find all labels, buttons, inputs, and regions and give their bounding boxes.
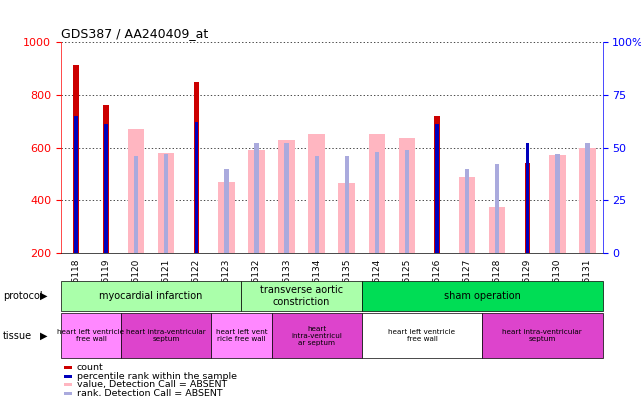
- Bar: [375, 152, 379, 253]
- Text: heart left ventricle
free wall: heart left ventricle free wall: [388, 329, 456, 342]
- Bar: [526, 143, 529, 253]
- Bar: [218, 182, 235, 253]
- Text: rank, Detection Call = ABSENT: rank, Detection Call = ABSENT: [77, 389, 222, 396]
- Text: heart
intra-ventricul
ar septum: heart intra-ventricul ar septum: [291, 326, 342, 346]
- Bar: [73, 65, 79, 253]
- Bar: [459, 177, 476, 253]
- Text: heart intra-ventricular
septum: heart intra-ventricular septum: [503, 329, 582, 342]
- Bar: [74, 116, 78, 253]
- Text: protocol: protocol: [3, 291, 43, 301]
- Text: value, Detection Call = ABSENT: value, Detection Call = ABSENT: [77, 381, 227, 389]
- Text: heart left ventricle
free wall: heart left ventricle free wall: [58, 329, 124, 342]
- Bar: [465, 169, 469, 253]
- Bar: [435, 124, 439, 253]
- Bar: [103, 105, 109, 253]
- Bar: [369, 134, 385, 253]
- Bar: [405, 150, 409, 253]
- Bar: [278, 139, 295, 253]
- Bar: [285, 143, 288, 253]
- Bar: [224, 169, 228, 253]
- Text: ▶: ▶: [40, 291, 47, 301]
- Bar: [164, 154, 169, 253]
- Text: count: count: [77, 363, 104, 372]
- Bar: [315, 156, 319, 253]
- Bar: [489, 207, 506, 253]
- Text: heart left vent
ricle free wall: heart left vent ricle free wall: [215, 329, 267, 342]
- Bar: [495, 164, 499, 253]
- Bar: [194, 122, 198, 253]
- Text: percentile rank within the sample: percentile rank within the sample: [77, 372, 237, 381]
- Bar: [524, 164, 530, 253]
- Bar: [128, 129, 144, 253]
- Bar: [338, 183, 355, 253]
- Bar: [308, 134, 325, 253]
- Text: myocardial infarction: myocardial infarction: [99, 291, 203, 301]
- Bar: [579, 147, 595, 253]
- Bar: [134, 156, 138, 253]
- Bar: [399, 138, 415, 253]
- Text: heart intra-ventricular
septum: heart intra-ventricular septum: [126, 329, 206, 342]
- Bar: [585, 143, 590, 253]
- Text: transverse aortic
constriction: transverse aortic constriction: [260, 285, 343, 307]
- Bar: [435, 116, 440, 253]
- Bar: [555, 154, 560, 253]
- Bar: [158, 153, 174, 253]
- Text: tissue: tissue: [3, 331, 32, 341]
- Bar: [104, 124, 108, 253]
- Bar: [345, 156, 349, 253]
- Text: ▶: ▶: [40, 331, 47, 341]
- Text: sham operation: sham operation: [444, 291, 520, 301]
- Bar: [194, 82, 199, 253]
- Text: GDS387 / AA240409_at: GDS387 / AA240409_at: [61, 27, 208, 40]
- Bar: [549, 156, 565, 253]
- Bar: [254, 143, 258, 253]
- Bar: [248, 150, 265, 253]
